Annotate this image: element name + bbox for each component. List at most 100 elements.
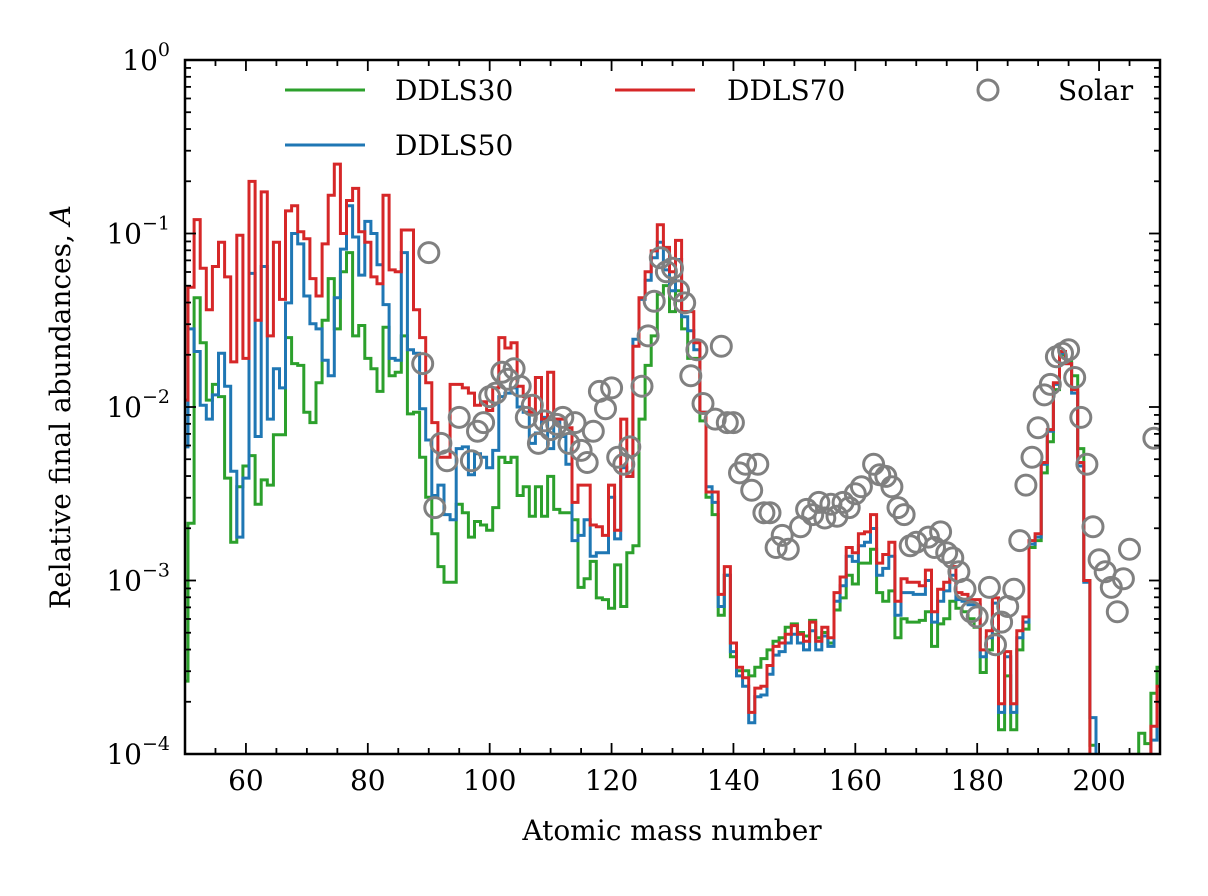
solar-point — [1069, 405, 1093, 429]
y-tick-exponent: −2 — [142, 386, 170, 408]
solar-point — [843, 482, 867, 506]
solar-point — [770, 523, 794, 547]
solar-point — [801, 503, 825, 527]
solar-point — [661, 256, 684, 280]
solar-point — [691, 392, 715, 415]
tick-labels: 60 80 100 120 140 160 180 20010010−110−210−310−… — [106, 39, 1125, 797]
solar-point — [923, 536, 946, 559]
solar-point — [575, 451, 599, 474]
solar-point — [813, 506, 837, 530]
solar-point — [1111, 567, 1135, 591]
y-tick-base: 10 — [106, 738, 142, 771]
solar-point — [1002, 577, 1026, 601]
legend-label-ddls70: DDLS70 — [727, 74, 845, 107]
solar-point — [935, 541, 959, 565]
solar-point — [459, 449, 483, 473]
solar-point — [709, 334, 733, 358]
y-tick-base: 10 — [106, 218, 142, 251]
solar-point — [807, 490, 831, 514]
solar-point — [630, 374, 654, 398]
x-tick-label: 60 — [228, 764, 264, 797]
y-tick-exponent: −4 — [142, 733, 170, 755]
solar-point — [484, 381, 508, 405]
solar-point — [752, 501, 776, 525]
solar-point — [849, 475, 873, 499]
solar-point — [1014, 473, 1038, 497]
solar-point — [447, 405, 471, 429]
x-tick-label: 140 — [707, 764, 760, 797]
legend-label-ddls30: DDLS30 — [395, 74, 513, 107]
solar-point — [1026, 416, 1050, 440]
solar-point — [472, 411, 496, 435]
y-tick-exponent: −3 — [142, 560, 170, 582]
series-line-ddls50 — [185, 204, 1160, 754]
solar-point — [953, 577, 977, 601]
solar-point — [1081, 515, 1105, 539]
solar-point — [837, 496, 861, 520]
solar-point — [667, 279, 691, 303]
legend-marker-solar — [976, 78, 1000, 102]
solar-point — [1105, 600, 1129, 624]
solar-point — [411, 352, 435, 376]
solar-point — [721, 411, 745, 435]
solar-point — [508, 374, 532, 398]
y-axis-label-symbol: A — [44, 205, 77, 228]
solar-point — [520, 393, 544, 417]
plot-frame — [183, 58, 1162, 756]
solar-point — [673, 291, 697, 315]
x-tick-label: 80 — [350, 764, 386, 797]
solar-point — [703, 407, 727, 431]
solar-point — [758, 501, 782, 525]
y-axis-label: Relative final abundances, A — [44, 205, 77, 609]
legend: DDLS30 DDLS70 Solar DDLS50 — [285, 74, 1134, 162]
solar-point — [642, 289, 666, 313]
solar-point — [965, 605, 989, 629]
solar-point — [715, 411, 739, 435]
solar-point — [977, 575, 1001, 599]
x-tick-label: 180 — [950, 764, 1003, 797]
solar-point — [1038, 372, 1062, 396]
series-line-ddls30 — [185, 251, 1160, 754]
solar-point — [490, 360, 514, 384]
x-tick-label: 100 — [463, 764, 516, 797]
solar-point — [563, 411, 587, 435]
solar-point — [581, 419, 605, 443]
y-tick-label: 10−2 — [106, 386, 170, 424]
solar-point — [1020, 445, 1044, 469]
solar-point — [941, 546, 965, 570]
solar-point — [990, 610, 1014, 634]
solar-point — [734, 452, 758, 476]
solar-point — [1057, 338, 1081, 362]
solar-point — [929, 520, 953, 544]
solar-point — [526, 431, 550, 455]
series-line-ddls70 — [185, 162, 1160, 754]
solar-point — [740, 478, 764, 502]
solar-point — [746, 452, 770, 476]
solar-point — [423, 496, 447, 520]
solar-point — [569, 438, 593, 462]
solar-point — [984, 633, 1007, 657]
solar-point — [959, 600, 983, 624]
y-tick-label: 10−3 — [106, 560, 170, 598]
solar-point — [679, 364, 703, 388]
solar-point — [795, 497, 819, 521]
x-tick-label: 120 — [585, 764, 638, 797]
solar-point — [880, 475, 904, 499]
solar-point — [435, 449, 459, 473]
solar-point — [636, 324, 660, 348]
legend-label-ddls50: DDLS50 — [395, 129, 513, 162]
series-layer — [185, 162, 1160, 754]
y-tick-label: 10−1 — [106, 213, 170, 251]
solar-point — [514, 405, 538, 429]
solar-point — [776, 537, 800, 561]
solar-point — [594, 397, 617, 421]
y-axis-label-text: Relative final abundances, — [44, 225, 77, 609]
solar-point — [1087, 548, 1111, 572]
solar-point — [417, 241, 441, 265]
solar-point — [1118, 537, 1141, 561]
y-tick-label: 10−4 — [106, 733, 170, 771]
y-tick-base: 10 — [106, 565, 142, 598]
solar-point — [600, 376, 624, 400]
solar-point — [551, 405, 575, 429]
